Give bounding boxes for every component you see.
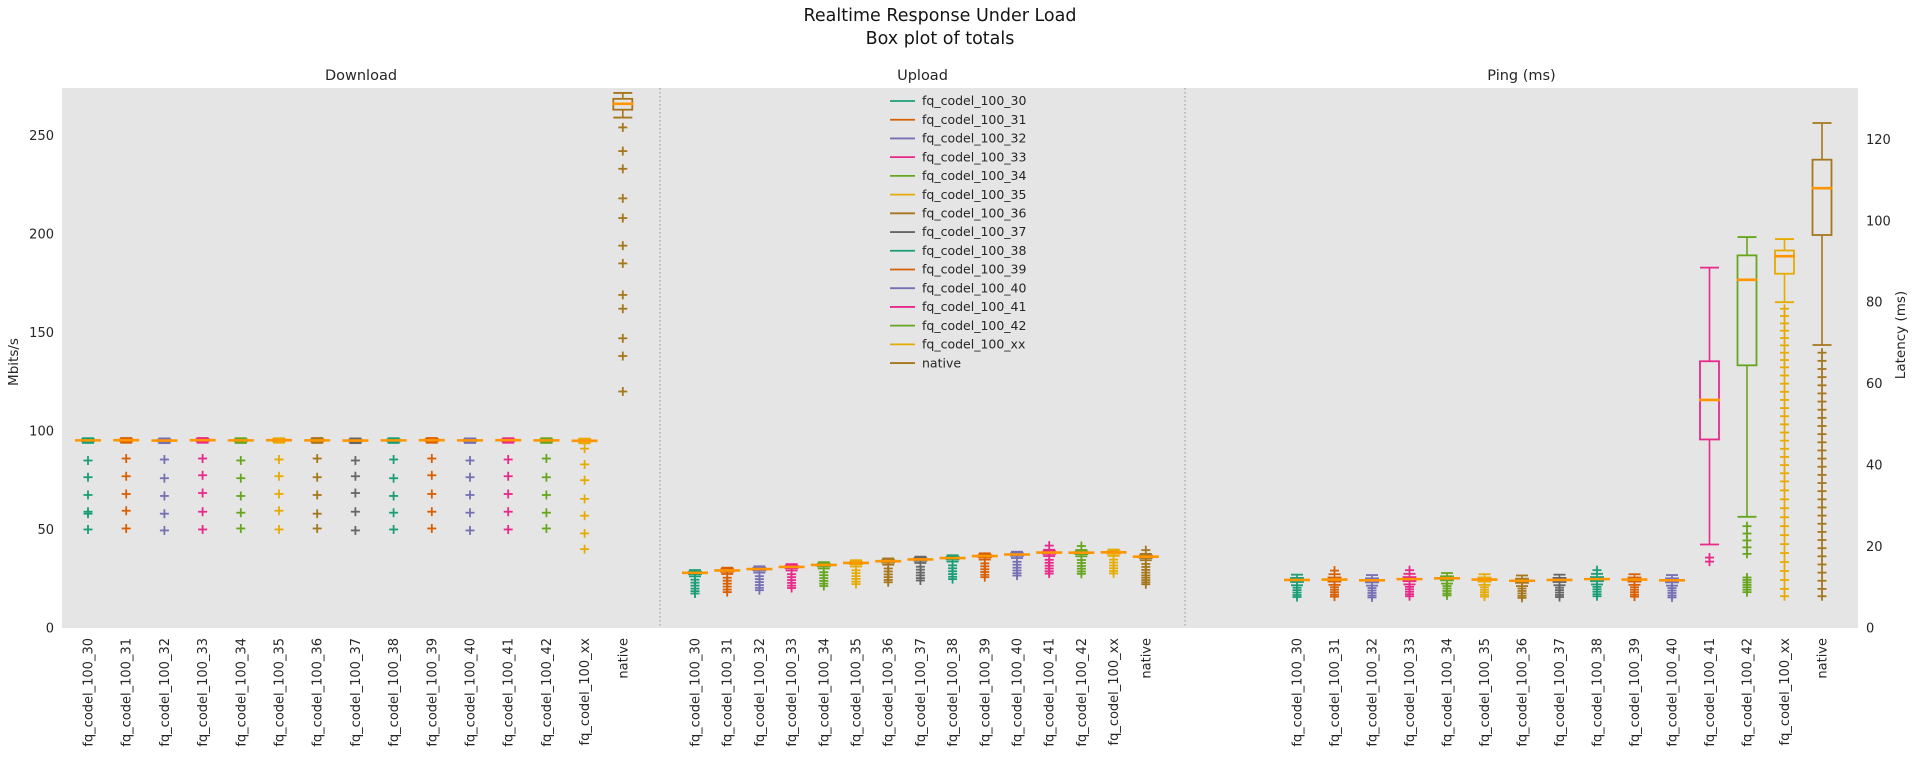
x-tick-label-fq_codel_100_30: fq_codel_100_30: [1291, 638, 1306, 747]
x-tick-label-fq_codel_100_41: fq_codel_100_41: [1043, 638, 1058, 747]
x-tick-label-native: native: [1139, 638, 1154, 679]
subplot-title-upload: Upload: [897, 68, 948, 84]
x-tick-label-fq_codel_100_32: fq_codel_100_32: [753, 638, 768, 747]
x-tick-label-fq_codel_100_41: fq_codel_100_41: [502, 638, 517, 747]
x-tick-label-fq_codel_100_33: fq_codel_100_33: [1403, 638, 1418, 747]
x-tick-label-fq_codel_100_42: fq_codel_100_42: [1075, 638, 1090, 747]
x-tick-label-fq_codel_100_36: fq_codel_100_36: [1516, 638, 1531, 747]
x-tick-label-fq_codel_100_30: fq_codel_100_30: [689, 638, 704, 747]
y-tick-label-right: 60: [1866, 377, 1883, 392]
y-tick-label-right: 20: [1866, 540, 1883, 555]
legend-label-fq_codel_100_41: fq_codel_100_41: [922, 299, 1026, 314]
x-tick-label-fq_codel_100_36: fq_codel_100_36: [311, 638, 326, 747]
x-tick-label-fq_codel_100_35: fq_codel_100_35: [273, 638, 288, 747]
legend-label-fq_codel_100_30: fq_codel_100_30: [922, 93, 1027, 108]
x-tick-label-fq_codel_100_30: fq_codel_100_30: [82, 638, 97, 747]
x-tick-label-fq_codel_100_38: fq_codel_100_38: [387, 638, 402, 747]
y-tick-label-left: 0: [46, 622, 54, 637]
x-tick-label-fq_codel_100_31: fq_codel_100_31: [120, 638, 135, 747]
x-tick-label-fq_codel_100_36: fq_codel_100_36: [882, 638, 897, 747]
x-tick-label-fq_codel_100_40: fq_codel_100_40: [1666, 638, 1681, 747]
y-tick-label-left: 200: [29, 227, 54, 242]
y-tick-label-left: 100: [29, 424, 54, 439]
y-tick-label-right: 80: [1866, 296, 1883, 311]
legend-label-fq_codel_100_33: fq_codel_100_33: [922, 149, 1026, 164]
x-tick-label-fq_codel_100_34: fq_codel_100_34: [817, 638, 832, 747]
x-tick-label-fq_codel_100_39: fq_codel_100_39: [1628, 638, 1643, 747]
chart-title-line2: Box plot of totals: [865, 29, 1015, 49]
x-tick-label-fq_codel_100_35: fq_codel_100_35: [850, 638, 865, 747]
x-tick-label-fq_codel_100_33: fq_codel_100_33: [196, 638, 211, 747]
x-tick-label-native: native: [1816, 638, 1831, 679]
subplot-title-download: Download: [325, 68, 397, 84]
y-axis-label-left: Mbits/s: [6, 338, 22, 386]
x-tick-label-native: native: [616, 638, 631, 679]
legend-label-fq_codel_100_xx: fq_codel_100_xx: [922, 337, 1025, 352]
x-tick-label-fq_codel_100_31: fq_codel_100_31: [1328, 638, 1343, 747]
y-tick-label-right: 0: [1866, 622, 1874, 637]
x-tick-label-fq_codel_100_xx: fq_codel_100_xx: [1778, 638, 1793, 746]
legend-label-fq_codel_100_32: fq_codel_100_32: [922, 131, 1026, 146]
chart-title-line1: Realtime Response Under Load: [803, 6, 1077, 26]
y-tick-label-right: 100: [1866, 214, 1891, 229]
x-tick-label-fq_codel_100_31: fq_codel_100_31: [721, 638, 736, 747]
x-tick-label-fq_codel_100_38: fq_codel_100_38: [946, 638, 961, 747]
subplot-title-ping-ms-: Ping (ms): [1487, 68, 1555, 84]
x-tick-label-fq_codel_100_42: fq_codel_100_42: [540, 638, 555, 747]
x-tick-label-fq_codel_100_41: fq_codel_100_41: [1703, 638, 1718, 747]
legend-label-fq_codel_100_37: fq_codel_100_37: [922, 224, 1026, 239]
x-tick-label-fq_codel_100_37: fq_codel_100_37: [1553, 638, 1568, 747]
x-tick-label-fq_codel_100_40: fq_codel_100_40: [464, 638, 479, 747]
plot-background: [62, 88, 1858, 628]
y-tick-label-left: 150: [29, 326, 54, 341]
x-tick-label-fq_codel_100_39: fq_codel_100_39: [425, 638, 440, 747]
legend-label-native: native: [922, 355, 961, 370]
x-tick-label-fq_codel_100_39: fq_codel_100_39: [978, 638, 993, 747]
x-tick-label-fq_codel_100_33: fq_codel_100_33: [785, 638, 800, 747]
x-tick-label-fq_codel_100_34: fq_codel_100_34: [1441, 638, 1456, 747]
x-tick-label-fq_codel_100_32: fq_codel_100_32: [158, 638, 173, 747]
x-tick-label-fq_codel_100_xx: fq_codel_100_xx: [578, 638, 593, 746]
x-tick-label-fq_codel_100_42: fq_codel_100_42: [1741, 638, 1756, 747]
legend-label-fq_codel_100_42: fq_codel_100_42: [922, 318, 1026, 333]
x-tick-label-fq_codel_100_32: fq_codel_100_32: [1366, 638, 1381, 747]
legend-label-fq_codel_100_35: fq_codel_100_35: [922, 187, 1026, 202]
legend-label-fq_codel_100_36: fq_codel_100_36: [922, 206, 1027, 221]
legend-label-fq_codel_100_40: fq_codel_100_40: [922, 280, 1027, 295]
x-tick-label-fq_codel_100_38: fq_codel_100_38: [1591, 638, 1606, 747]
x-tick-label-fq_codel_100_34: fq_codel_100_34: [234, 638, 249, 747]
box-ping-ms--native: [1811, 158, 1833, 236]
x-tick-label-fq_codel_100_37: fq_codel_100_37: [914, 638, 929, 747]
legend-label-fq_codel_100_39: fq_codel_100_39: [922, 262, 1027, 277]
y-tick-label-left: 250: [29, 129, 54, 144]
y-tick-label-right: 40: [1866, 459, 1883, 474]
y-axis-label-right: Latency (ms): [1893, 291, 1909, 379]
legend-label-fq_codel_100_38: fq_codel_100_38: [922, 243, 1027, 258]
x-tick-label-fq_codel_100_40: fq_codel_100_40: [1011, 638, 1026, 747]
chart-title: Realtime Response Under Load Box plot of…: [0, 5, 1880, 51]
x-tick-label-fq_codel_100_37: fq_codel_100_37: [349, 638, 364, 747]
legend-label-fq_codel_100_34: fq_codel_100_34: [922, 168, 1027, 183]
legend-label-fq_codel_100_31: fq_codel_100_31: [922, 112, 1026, 127]
y-tick-label-right: 120: [1866, 133, 1891, 148]
box-ping-ms--fq_codel_100_42: [1736, 254, 1758, 367]
x-tick-label-fq_codel_100_xx: fq_codel_100_xx: [1107, 638, 1122, 746]
box-ping-ms--fq_codel_100_xx: [1774, 249, 1795, 275]
x-tick-label-fq_codel_100_35: fq_codel_100_35: [1478, 638, 1493, 747]
y-tick-label-left: 50: [37, 523, 54, 538]
